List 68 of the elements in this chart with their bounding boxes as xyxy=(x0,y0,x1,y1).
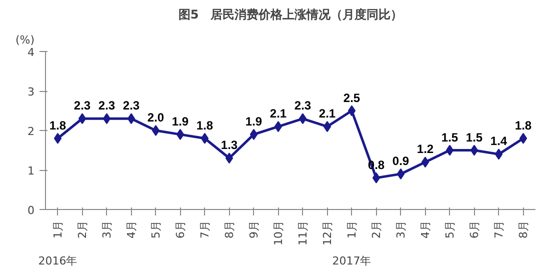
point xyxy=(519,132,528,144)
point xyxy=(225,152,234,164)
x-tick-label: 5月 xyxy=(149,220,162,238)
y-tick-label: 4 xyxy=(28,46,34,59)
point xyxy=(200,132,209,144)
data-label: 0.9 xyxy=(392,154,410,168)
point xyxy=(421,156,430,168)
data-label: 2.3 xyxy=(98,98,116,113)
x-tick-label: 1月 xyxy=(51,220,64,238)
point xyxy=(78,113,86,124)
point xyxy=(102,113,111,124)
data-label: 1.5 xyxy=(466,130,483,144)
point xyxy=(323,121,332,132)
data-label: 2.1 xyxy=(270,106,287,121)
x-tick-label: 4月 xyxy=(418,220,432,238)
x-tick-label: 4月 xyxy=(124,220,138,238)
x-tick-label: 1月 xyxy=(345,220,358,238)
point xyxy=(250,128,258,140)
point xyxy=(298,113,307,124)
text: 2016年 xyxy=(38,254,78,268)
point xyxy=(470,144,478,156)
x-tick-label: 7月 xyxy=(198,220,212,238)
point xyxy=(127,113,136,124)
data-label: 1.9 xyxy=(172,114,189,128)
point xyxy=(274,121,282,132)
y-tick-label: 1 xyxy=(28,164,34,178)
data-label: 1.8 xyxy=(196,118,214,132)
y-axis-title: (%) xyxy=(16,34,35,46)
y-tick-label: 3 xyxy=(28,86,34,98)
chart-title: 图5 居民消费价格上涨情况（月度同比） xyxy=(178,8,403,22)
data-label: 2.0 xyxy=(147,110,164,124)
x-tick-label: 2月 xyxy=(370,220,383,238)
data-label: 1.5 xyxy=(441,130,458,144)
point xyxy=(372,172,380,184)
data-label: 1.3 xyxy=(220,138,238,152)
x-tick-label: 3月 xyxy=(100,220,114,238)
x-tick-label: 12月 xyxy=(320,220,334,246)
x-tick-label: 3月 xyxy=(394,220,408,238)
x-tick-label: 8月 xyxy=(516,220,530,238)
x-tick-label: 10月 xyxy=(272,220,285,246)
data-label: 1.9 xyxy=(245,114,262,128)
x-tick-label: 8月 xyxy=(222,220,236,238)
point xyxy=(494,148,503,160)
point xyxy=(176,128,184,140)
point xyxy=(152,125,160,136)
data-label: 2.3 xyxy=(74,98,91,113)
point xyxy=(446,144,454,156)
x-tick-label: 6月 xyxy=(468,220,481,238)
point xyxy=(54,132,62,144)
point xyxy=(396,168,405,180)
y-tick-label: 2 xyxy=(28,125,34,138)
data-label: 1.8 xyxy=(49,118,66,132)
x-tick-label: 9月 xyxy=(247,220,260,238)
x-tick-label: 5月 xyxy=(443,220,456,238)
data-label: 2.1 xyxy=(318,106,336,121)
x-tick-label: 2月 xyxy=(76,220,89,238)
data-label: 2.3 xyxy=(122,98,140,113)
y-tick-label: 0 xyxy=(28,204,34,217)
data-label: 1.4 xyxy=(490,134,508,148)
point xyxy=(348,105,356,116)
data-label: 1.2 xyxy=(416,142,434,156)
x-tick-label: 11月 xyxy=(296,220,310,246)
text: 2017年 xyxy=(332,254,372,268)
data-label: 1.8 xyxy=(514,118,532,132)
x-tick-label: 6月 xyxy=(174,220,187,238)
data-label: 2.3 xyxy=(294,98,312,113)
data-label: 2.5 xyxy=(343,90,360,105)
x-tick-label: 7月 xyxy=(492,220,506,238)
